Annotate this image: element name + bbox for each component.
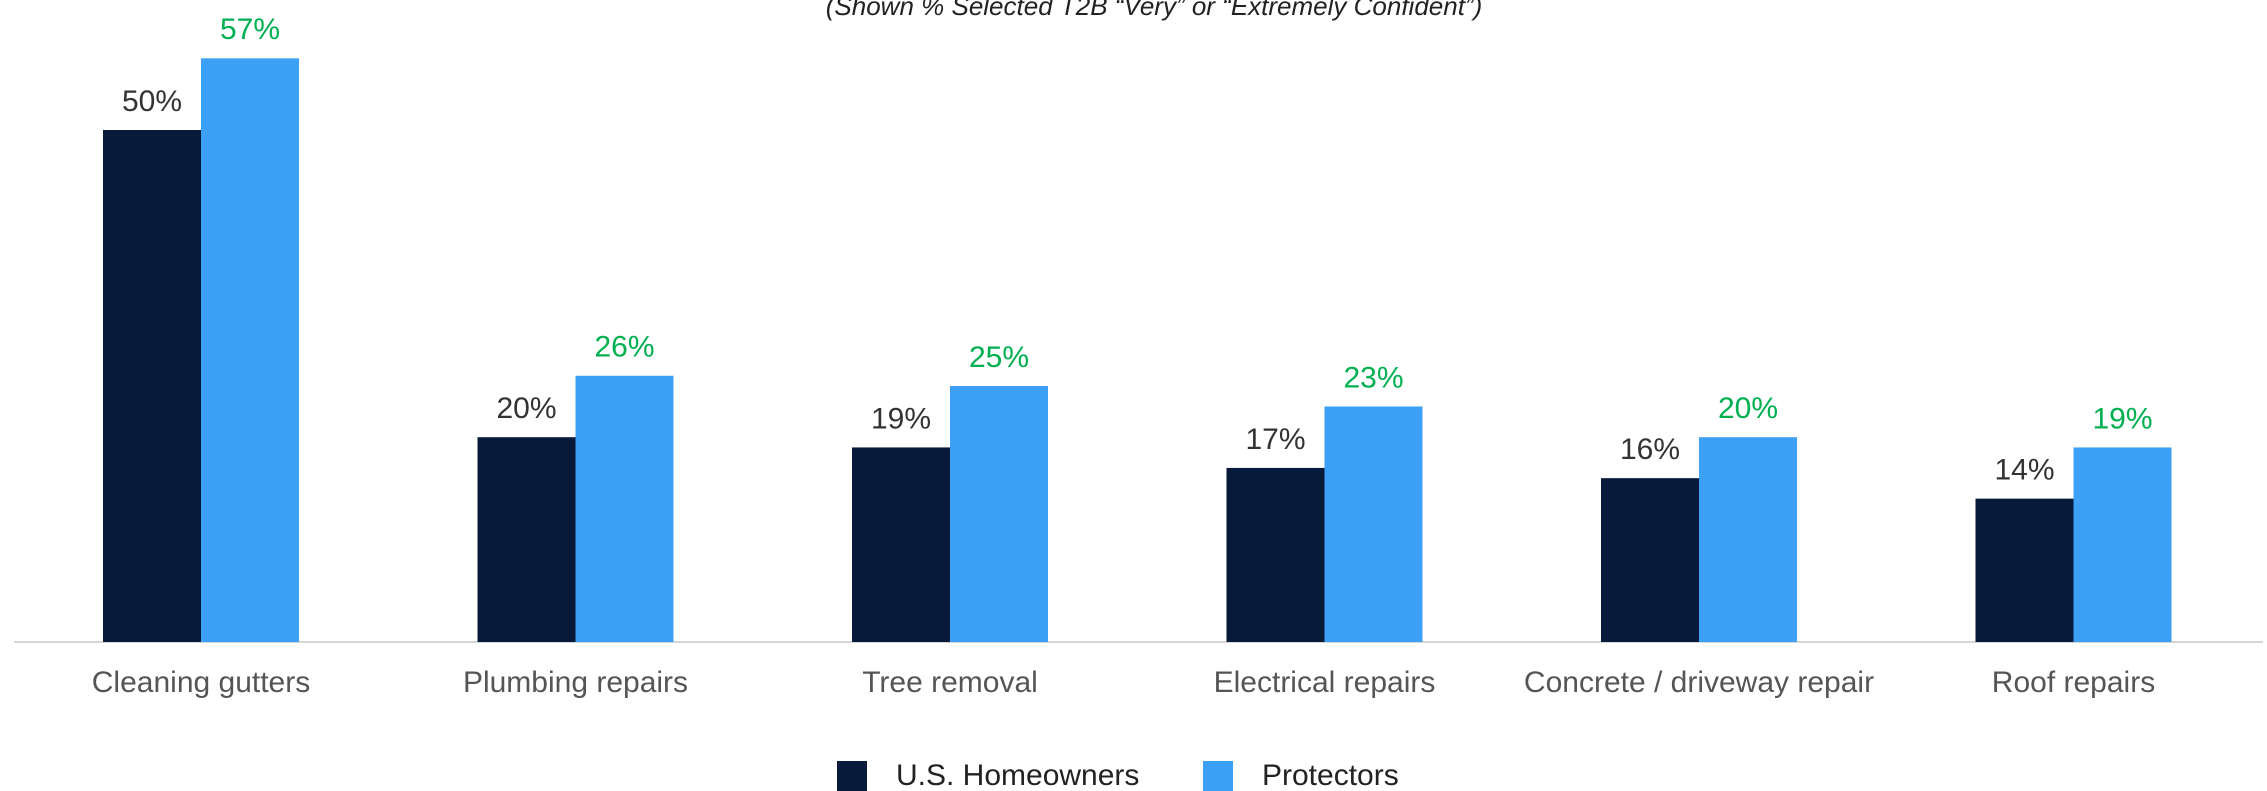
legend-label: Protectors — [1262, 759, 1399, 791]
chart-subtitle: (Shown % Selected T2B “Very” or “Extreme… — [826, 0, 1483, 21]
x-tick-label: Plumbing repairs — [463, 666, 688, 699]
x-tick-label: Concrete / driveway repair — [1524, 666, 1874, 699]
bar — [477, 437, 576, 642]
value-label: 14% — [1994, 454, 2054, 487]
value-label: 23% — [1343, 361, 1403, 394]
legend-swatch — [1203, 761, 1233, 791]
bar — [1601, 478, 1699, 642]
value-label: 20% — [1718, 392, 1778, 425]
x-tick-label: Roof repairs — [1992, 666, 2155, 699]
bar — [1226, 467, 1325, 642]
bar — [575, 375, 674, 642]
bar — [1699, 437, 1797, 642]
value-label: 25% — [969, 341, 1029, 374]
bar — [950, 386, 1048, 642]
x-tick-label: Tree removal — [862, 666, 1038, 699]
legend-swatch — [837, 761, 867, 791]
value-label: 19% — [2092, 402, 2152, 435]
x-tick-label: Cleaning gutters — [92, 666, 310, 699]
legend-label: U.S. Homeowners — [896, 759, 1139, 791]
value-label: 20% — [496, 392, 556, 425]
value-label: 57% — [220, 13, 280, 46]
bar — [852, 447, 950, 642]
bar — [103, 130, 201, 642]
value-label: 17% — [1245, 423, 1305, 456]
bar — [2073, 447, 2172, 642]
bar — [201, 58, 299, 642]
value-label: 50% — [122, 85, 182, 118]
x-tick-label: Electrical repairs — [1214, 666, 1436, 699]
bar — [1975, 498, 2074, 642]
value-label: 26% — [594, 331, 654, 364]
value-label: 19% — [871, 402, 931, 435]
bar — [1324, 406, 1423, 642]
value-label: 16% — [1620, 433, 1680, 466]
